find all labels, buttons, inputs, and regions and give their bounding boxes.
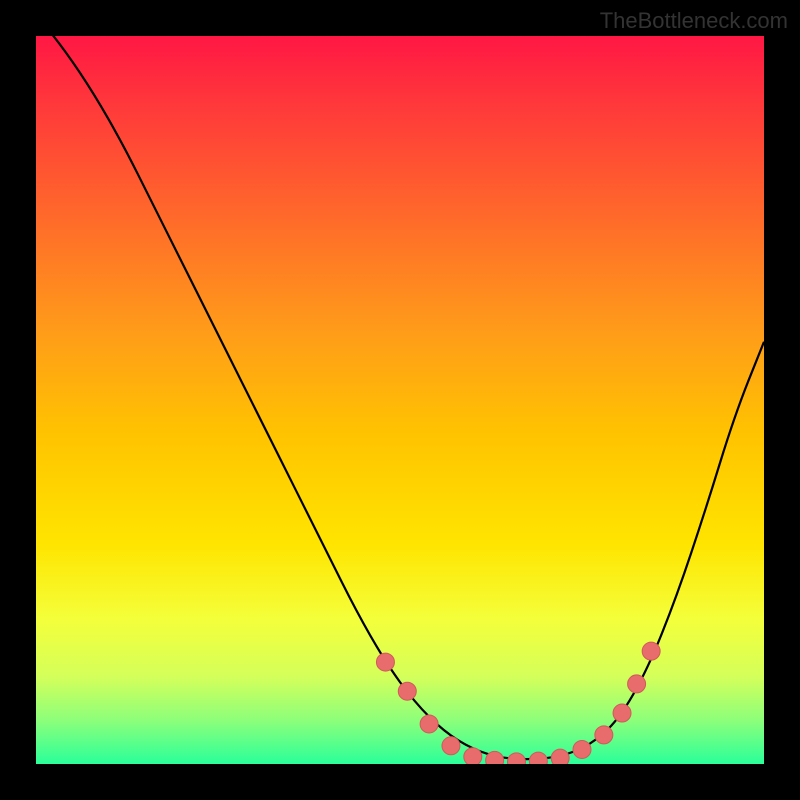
data-marker <box>376 653 394 671</box>
data-marker <box>595 726 613 744</box>
watermark-text: TheBottleneck.com <box>600 8 788 34</box>
marker-group <box>376 642 660 764</box>
data-marker <box>442 737 460 755</box>
chart-svg <box>36 36 764 764</box>
data-marker <box>529 752 547 764</box>
data-marker <box>507 753 525 764</box>
data-marker <box>613 704 631 722</box>
data-marker <box>398 682 416 700</box>
data-marker <box>642 642 660 660</box>
data-marker <box>420 715 438 733</box>
data-marker <box>551 749 569 764</box>
plot-area <box>36 36 764 764</box>
data-marker <box>464 748 482 764</box>
data-marker <box>573 740 591 758</box>
data-marker <box>486 751 504 764</box>
data-marker <box>628 675 646 693</box>
